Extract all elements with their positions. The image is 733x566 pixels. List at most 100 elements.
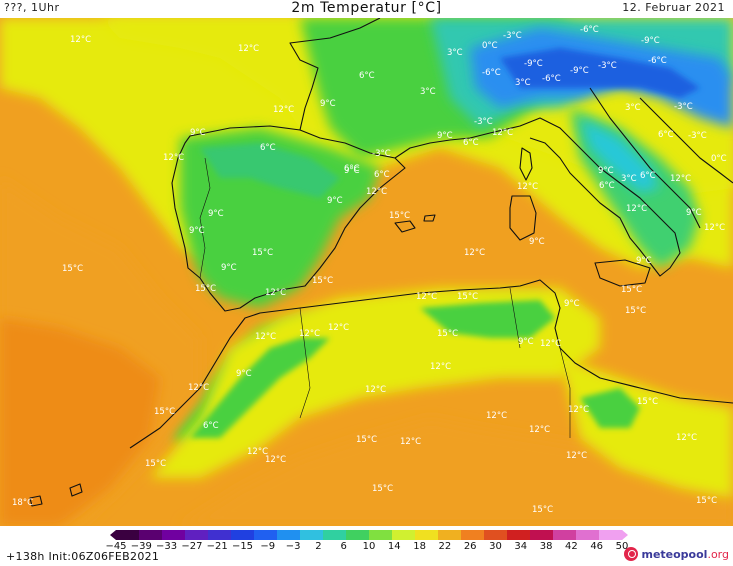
- temperature-label: 12°C: [517, 182, 538, 192]
- temperature-label: 12°C: [70, 35, 91, 45]
- temperature-label: 15°C: [356, 435, 377, 445]
- colorbar-segment: [461, 530, 485, 540]
- logo-name: meteopool: [641, 547, 708, 561]
- colorbar-segment: [231, 530, 255, 540]
- colorbar-tick-label: 22: [438, 541, 452, 552]
- run-info: +138h Init:06Z06FEB2021: [6, 550, 160, 563]
- coastlines: [29, 18, 733, 507]
- colorbar-segment: [576, 530, 600, 540]
- coast-corsica: [519, 147, 533, 181]
- coast-canary-2: [69, 483, 83, 497]
- map-title: 2m Temperatur [°C]: [291, 0, 442, 16]
- temperature-label: 9°C: [564, 299, 580, 309]
- temperature-label: 12°C: [299, 329, 320, 339]
- temperature-label: 9°C: [344, 166, 360, 176]
- temperature-label: 9°C: [327, 196, 343, 206]
- coast-france: [289, 18, 381, 131]
- coast-italy-east: [589, 87, 701, 229]
- temperature-label: -3°C: [688, 131, 707, 141]
- temperature-label: 9°C: [529, 237, 545, 247]
- temperature-label: -9°C: [524, 59, 543, 69]
- temperature-label: 12°C: [529, 425, 550, 435]
- temperature-labels: 12°C12°C6°C3°C0°C-3°C-6°C-9°C-6°C-9°C-6°…: [12, 25, 727, 515]
- temperature-label: 12°C: [676, 433, 697, 443]
- temperature-label: 12°C: [568, 405, 589, 415]
- map-header: ???, 1Uhr 2m Temperatur [°C] 12. Februar…: [0, 0, 733, 18]
- temperature-label: 15°C: [637, 397, 658, 407]
- colorbar-segment: [254, 530, 278, 540]
- coast-france-med: [394, 132, 491, 159]
- temperature-label: 15°C: [532, 505, 553, 515]
- temperature-label: 12°C: [566, 451, 587, 461]
- colorbar-tick-label: 50: [615, 541, 629, 552]
- colorbar-tick-label: −15: [231, 541, 254, 552]
- temperature-label: 9°C: [636, 256, 652, 266]
- temperature-label: 6°C: [374, 170, 390, 180]
- zone-deep-orange-atlantic: [0, 318, 160, 526]
- temperature-label: 3°C: [515, 78, 531, 88]
- temperature-label: 12°C: [486, 411, 507, 421]
- temperature-label: 12°C: [366, 187, 387, 197]
- temperature-label: 9°C: [221, 263, 237, 273]
- colorbar-tick-label: −39: [130, 541, 152, 552]
- meteopool-logo[interactable]: meteopool.org: [624, 546, 729, 562]
- temperature-label: 15°C: [389, 211, 410, 221]
- border-libya: [559, 347, 571, 438]
- colorbar-tick-label: 14: [387, 541, 401, 552]
- temperature-label: 6°C: [599, 181, 615, 191]
- temperature-label: 15°C: [372, 484, 393, 494]
- temperature-label: -3°C: [503, 31, 522, 41]
- temperature-label: 6°C: [640, 171, 656, 181]
- temperature-field: [0, 18, 733, 526]
- coast-sardinia: [509, 195, 537, 241]
- temperature-label: 12°C: [416, 292, 437, 302]
- colorbar-segment: [507, 530, 531, 540]
- temperature-label: 12°C: [328, 323, 349, 333]
- colorbar: [110, 530, 628, 540]
- temperature-label: 12°C: [464, 248, 485, 258]
- colorbar-tick-label: 2: [315, 541, 322, 552]
- colorbar-segment: [415, 530, 439, 540]
- temperature-label: 12°C: [273, 105, 294, 115]
- colorbar-tick-label: 38: [539, 541, 553, 552]
- temperature-label: -3°C: [598, 61, 617, 71]
- temperature-map: 12°C12°C6°C3°C0°C-3°C-6°C-9°C-6°C-9°C-6°…: [0, 18, 733, 526]
- temperature-label: -9°C: [641, 36, 660, 46]
- temperature-label: -6°C: [648, 56, 667, 66]
- temperature-label: -9°C: [570, 66, 589, 76]
- temperature-label: 6°C: [463, 138, 479, 148]
- temperature-label: 3°C: [420, 87, 436, 97]
- colorbar-low-arrow: [110, 530, 116, 540]
- temperature-label: 15°C: [696, 496, 717, 506]
- colorbar-segment: [553, 530, 577, 540]
- temperature-label: 15°C: [437, 329, 458, 339]
- coast-north-africa: [129, 279, 733, 449]
- temperature-label: 3°C: [625, 103, 641, 113]
- border-morocco-algeria: [299, 307, 311, 419]
- colorbar-segment: [484, 530, 508, 540]
- temperature-label: -6°C: [580, 25, 599, 35]
- temperature-label: 12°C: [265, 455, 286, 465]
- temperature-label: -6°C: [482, 68, 501, 78]
- colorbar-segment: [369, 530, 393, 540]
- colorbar-segment: [530, 530, 554, 540]
- temperature-label: 9°C: [598, 166, 614, 176]
- temperature-label: 15°C: [625, 306, 646, 316]
- colorbar-tick-label: 46: [590, 541, 604, 552]
- temperature-label: 12°C: [400, 437, 421, 447]
- temperature-label: 12°C: [163, 153, 184, 163]
- temperature-label: 15°C: [195, 284, 216, 294]
- coast-iberia: [171, 125, 406, 312]
- colorbar-tick-label: 18: [413, 541, 426, 552]
- temperature-label: 12°C: [492, 128, 513, 138]
- map-footer: −45 −39 −33 −27 −21 −15 −9 −3 2 6 10 14 18 22 26 30 34 38…: [0, 526, 733, 566]
- temperature-label: 3°C: [621, 174, 637, 184]
- border-algeria-tunisia: [509, 287, 521, 349]
- temperature-label: -3°C: [372, 149, 391, 159]
- temperature-label: 12°C: [704, 223, 725, 233]
- temperature-label: 15°C: [312, 276, 333, 286]
- zone-deep-blue: [500, 48, 700, 98]
- temperature-label: 6°C: [359, 71, 375, 81]
- temperature-label: 9°C: [189, 226, 205, 236]
- temperature-label: 15°C: [252, 248, 273, 258]
